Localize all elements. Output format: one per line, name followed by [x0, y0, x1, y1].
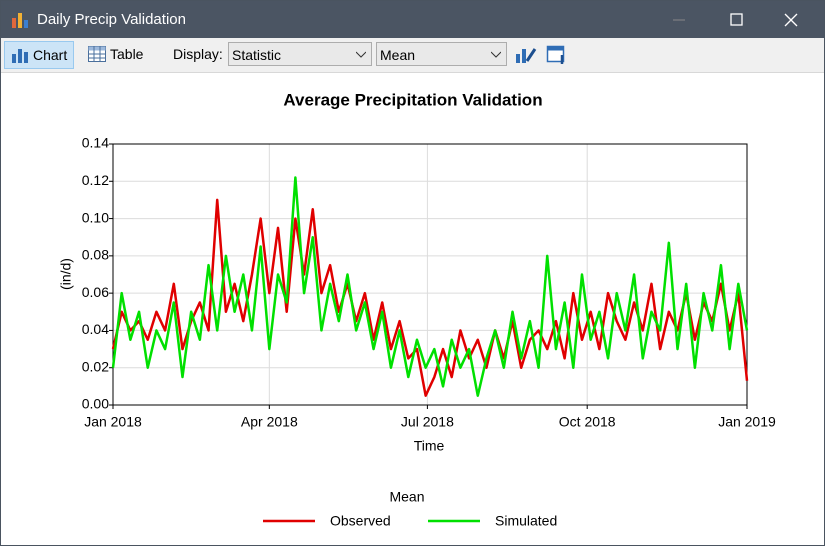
- chart-title: Average Precipitation Validation: [283, 90, 542, 109]
- chart-tab-label: Chart: [33, 47, 68, 63]
- y-tick-label: 0.12: [82, 172, 109, 188]
- x-tick-label: Jan 2019: [718, 414, 776, 430]
- y-tick-label: 0.06: [82, 284, 109, 300]
- edit-chart-button[interactable]: [515, 45, 537, 65]
- statistic-select-value: Statistic: [232, 47, 282, 63]
- legend-label: Observed: [330, 513, 391, 529]
- y-tick-label: 0.02: [82, 358, 109, 374]
- properties-button[interactable]: [546, 45, 568, 65]
- app-icon: [12, 13, 28, 28]
- mean-select[interactable]: Mean: [376, 42, 507, 66]
- window-title: Daily Precip Validation: [37, 11, 186, 28]
- chart: Average Precipitation Validation Time (i…: [58, 90, 776, 529]
- mean-select-value: Mean: [380, 47, 416, 63]
- legend-title: Mean: [389, 489, 424, 505]
- legend-label: Simulated: [495, 513, 557, 529]
- x-tick-label: Apr 2018: [241, 414, 298, 430]
- series-line: [111, 198, 749, 397]
- window-controls[interactable]: [661, 9, 811, 31]
- y-tick-label: 0.04: [82, 321, 109, 337]
- x-tick-label: Jul 2018: [401, 414, 454, 430]
- title-bar: Daily Precip Validation: [1, 1, 824, 38]
- y-tick-label: 0.14: [82, 135, 109, 151]
- y-tick-label: 0.08: [82, 247, 109, 263]
- toolbar: Chart Table Display: Statistic Mean: [1, 38, 824, 73]
- statistic-select[interactable]: Statistic: [228, 42, 372, 66]
- x-tick-label: Oct 2018: [559, 414, 616, 430]
- x-axis-label: Time: [414, 438, 445, 454]
- table-tab-label: Table: [110, 46, 144, 62]
- chart-tab[interactable]: Chart: [4, 41, 75, 69]
- series-line: [111, 176, 749, 397]
- plot-frame: [112, 143, 748, 406]
- x-tick-label: Jan 2018: [84, 414, 142, 430]
- y-tick-label: 0.10: [82, 209, 109, 225]
- y-tick-label: 0.00: [82, 396, 109, 412]
- y-axis-label: (in/d): [58, 258, 74, 290]
- table-tab[interactable]: Table: [82, 41, 149, 67]
- display-label: Display:: [173, 46, 223, 62]
